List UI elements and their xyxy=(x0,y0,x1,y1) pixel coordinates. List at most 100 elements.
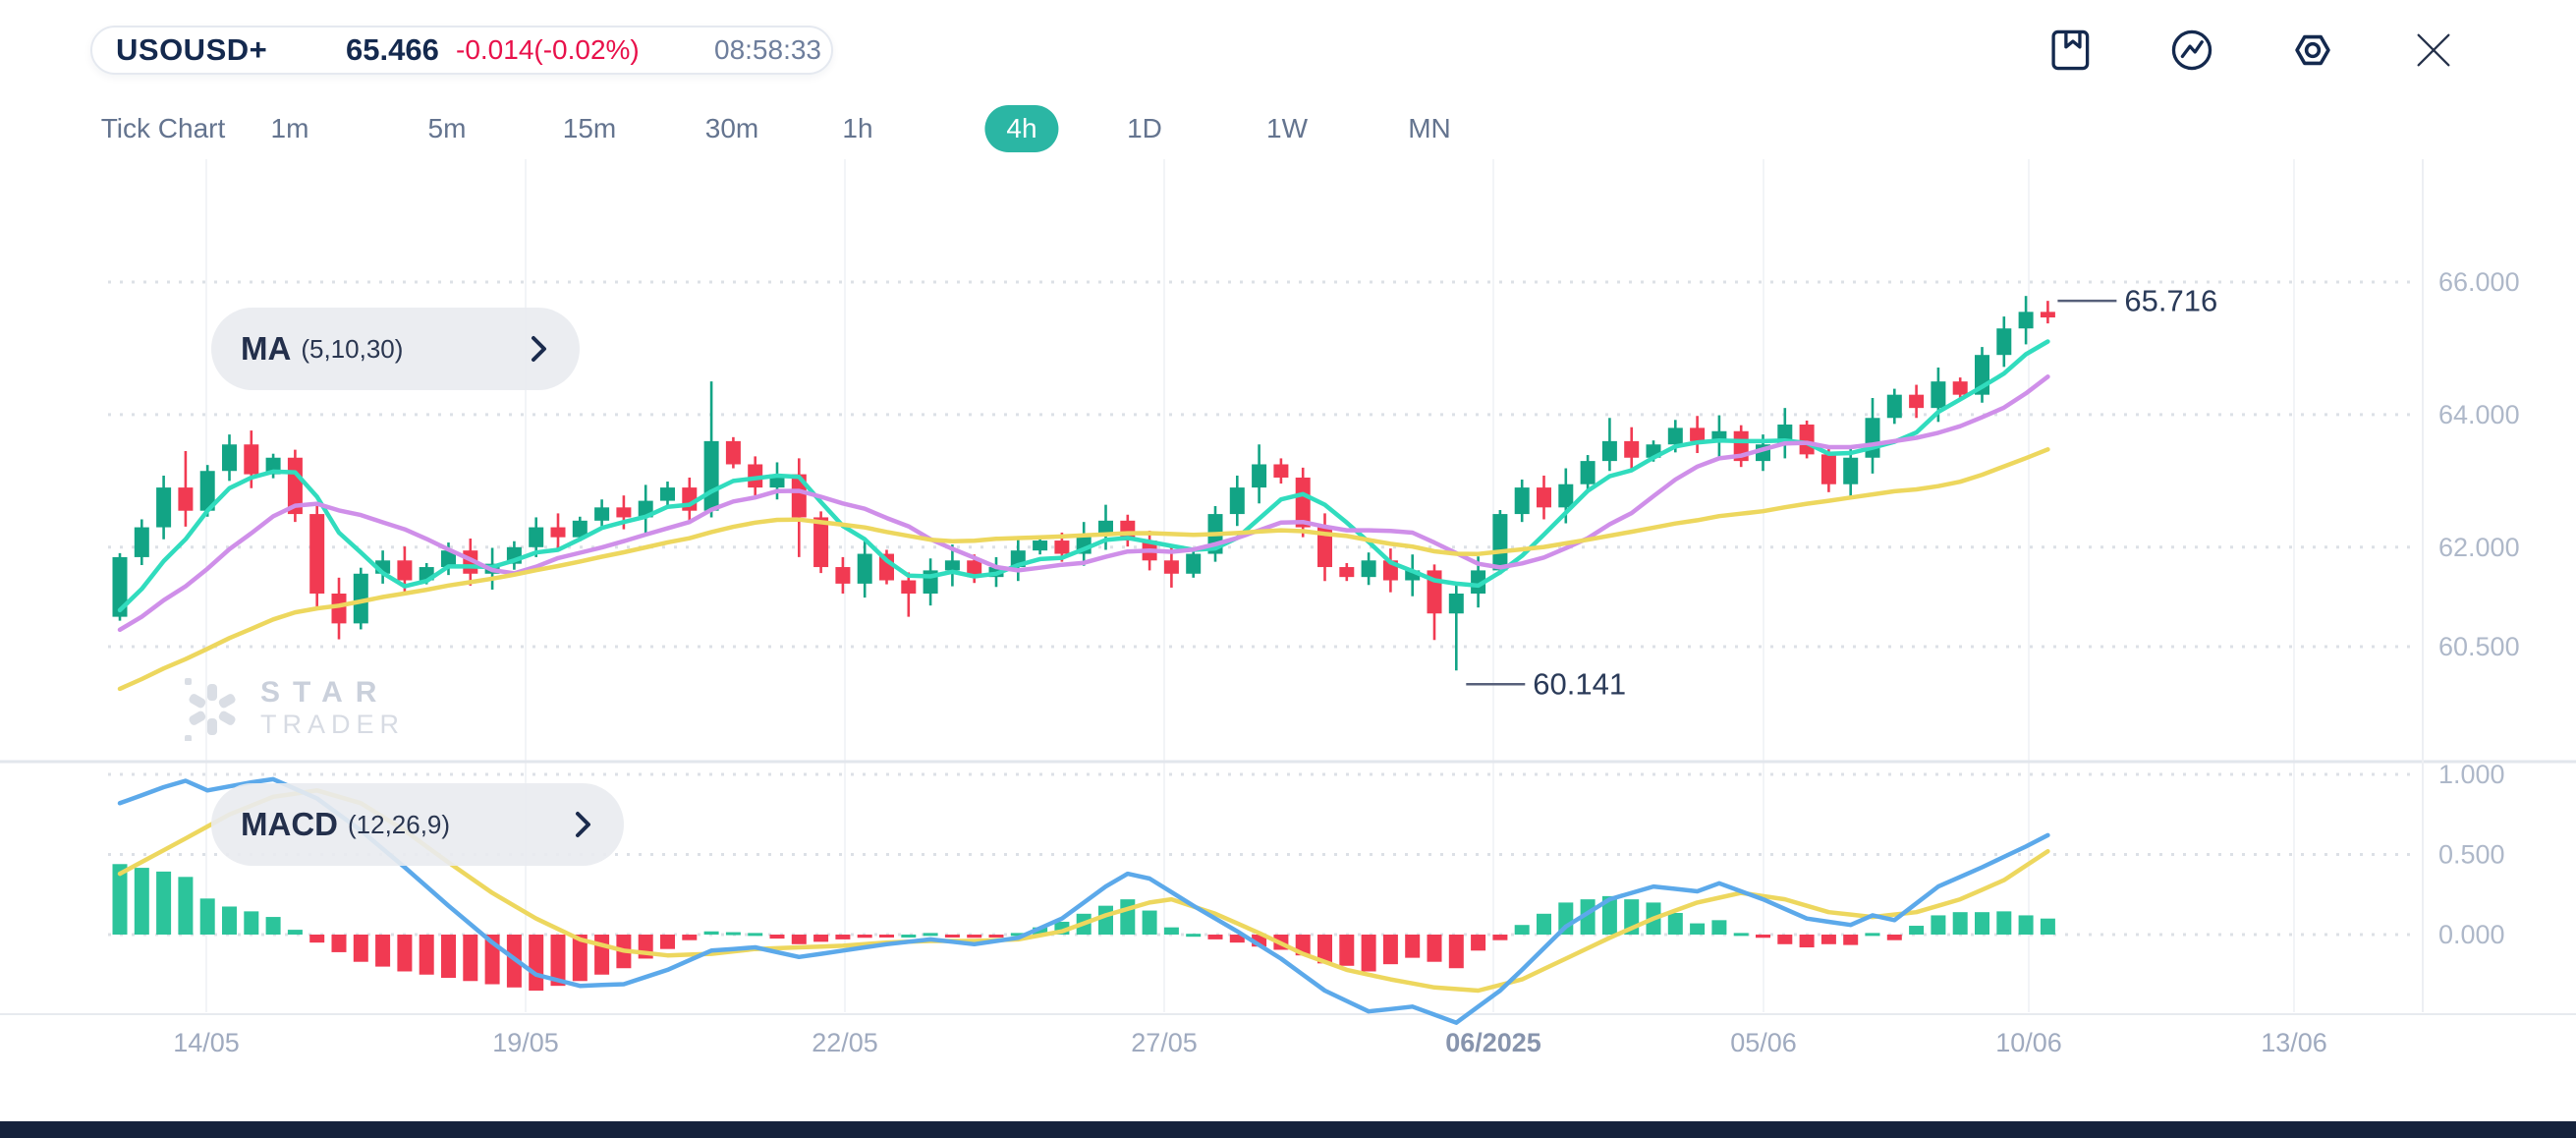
candle xyxy=(1843,457,1859,484)
timeframe-30m[interactable]: 30m xyxy=(704,113,759,143)
watermark-text-star: STAR xyxy=(260,675,390,709)
candle xyxy=(748,464,763,488)
timeframe-1w[interactable]: 1W xyxy=(1266,113,1308,143)
macd-hist-bar xyxy=(769,935,785,939)
macd-hist-bar xyxy=(594,935,610,975)
candle xyxy=(550,527,566,538)
macd-hist-bar xyxy=(1756,935,1770,939)
candle xyxy=(1252,464,1267,488)
macd-hist-bar xyxy=(134,868,149,935)
timeframe-1d[interactable]: 1D xyxy=(1127,113,1162,143)
macd-hist-bar xyxy=(2040,918,2055,935)
candle xyxy=(1163,560,1179,574)
candle xyxy=(1448,594,1464,614)
macd-hist-bar xyxy=(857,935,872,939)
close-icon[interactable] xyxy=(2411,28,2456,73)
settings-nut-icon[interactable] xyxy=(2290,28,2335,73)
watermark-text-trader: TRADER xyxy=(260,709,406,739)
timeframe-1h[interactable]: 1h xyxy=(842,113,873,143)
macd-hist-bar xyxy=(463,935,478,982)
candle xyxy=(1186,553,1202,574)
candle xyxy=(1799,425,1815,455)
macd-hist-bar xyxy=(222,906,237,935)
macd-hist-bar xyxy=(287,930,303,935)
candle xyxy=(1405,570,1421,581)
macd-hist-bar xyxy=(375,935,391,967)
timeframe-tick-chart[interactable]: Tick Chart xyxy=(100,113,226,143)
candle xyxy=(112,556,128,617)
candle xyxy=(901,580,917,595)
candle xyxy=(1317,527,1332,568)
macd-hist-bar xyxy=(156,871,172,935)
macd-hist-bar xyxy=(748,933,763,937)
price-annotation: 65.716 xyxy=(2124,284,2217,318)
macd-hist-bar xyxy=(1690,923,1706,935)
macd-hist-bar xyxy=(1711,920,1727,935)
macd-hist-bar xyxy=(1777,935,1793,944)
macd-hist-bar xyxy=(660,935,675,949)
macd-hist-bar xyxy=(309,935,325,943)
macd-hist-bar xyxy=(1865,933,1880,937)
candle xyxy=(244,444,259,475)
annotations: 65.716 60.141 xyxy=(1466,284,2217,702)
macd-hist-bar xyxy=(1471,935,1486,951)
price-tick-label: 60.500 xyxy=(2438,632,2520,661)
candle xyxy=(1690,427,1706,441)
timeframe-1m[interactable]: 1m xyxy=(270,113,309,143)
macd-hist-bar xyxy=(791,935,807,944)
macd-hist-bar xyxy=(703,931,719,935)
candle xyxy=(572,520,588,538)
macd-tick-label: 1.000 xyxy=(2438,760,2505,789)
timeframe-4h[interactable]: 4h xyxy=(984,105,1059,152)
timeframe-mn[interactable]: MN xyxy=(1408,113,1451,143)
candle xyxy=(1865,418,1880,458)
price-tick-label: 64.000 xyxy=(2438,400,2520,429)
price-tick-label: 66.000 xyxy=(2438,267,2520,297)
macd-label: MACD xyxy=(241,806,338,842)
macd-hist-bar xyxy=(1996,911,2012,935)
ma-label: MA xyxy=(241,330,292,367)
last-price: 65.466 xyxy=(346,32,439,67)
candle xyxy=(134,527,149,557)
candle xyxy=(2018,312,2034,329)
ma-indicator-pill[interactable]: MA (5,10,30) xyxy=(211,308,580,390)
timeframe-15m[interactable]: 15m xyxy=(562,113,617,143)
macd-hist-bar xyxy=(178,877,194,935)
candle xyxy=(178,487,194,511)
macd-hist-bar xyxy=(1448,935,1464,969)
candle xyxy=(967,560,982,578)
date-label: 19/05 xyxy=(492,1028,559,1057)
candle xyxy=(1273,464,1289,478)
candle xyxy=(397,560,413,581)
macd-hist-bar xyxy=(1142,910,1157,935)
symbol-header[interactable]: USOUSD+ 65.466 -0.014(-0.02%) 08:58:33 xyxy=(90,26,833,75)
trend-circle-icon[interactable] xyxy=(2169,28,2214,73)
candle xyxy=(1514,487,1530,515)
candle xyxy=(1931,381,1946,409)
macd-hist-bar xyxy=(1163,927,1179,935)
date-label: 27/05 xyxy=(1131,1028,1198,1057)
macd-hist-bar xyxy=(1427,935,1442,962)
timeframe-5m[interactable]: 5m xyxy=(427,113,467,143)
ma-params: (5,10,30) xyxy=(301,333,404,364)
macd-hist-bar xyxy=(353,935,368,962)
macd-hist-bar xyxy=(1382,935,1398,965)
macd-hist-bar xyxy=(1799,935,1815,948)
candle xyxy=(1033,541,1048,551)
bookmark-icon[interactable] xyxy=(2048,28,2094,73)
date-label: 22/05 xyxy=(812,1028,878,1057)
candle xyxy=(1295,477,1311,528)
macd-hist-bar xyxy=(682,935,698,940)
macd-hist-bar xyxy=(1317,935,1332,964)
macd-indicator-pill[interactable]: MACD (12,26,9) xyxy=(211,783,624,866)
candle xyxy=(1361,560,1376,578)
candle xyxy=(1624,440,1640,458)
candle xyxy=(1229,487,1245,515)
macd-hist-bar xyxy=(550,935,566,987)
macd-hist-bar xyxy=(244,911,259,935)
price-tick-label: 62.000 xyxy=(2438,533,2520,562)
candle xyxy=(725,440,741,465)
macd-hist-bar xyxy=(572,935,588,982)
macd-hist-bar xyxy=(1207,935,1223,939)
